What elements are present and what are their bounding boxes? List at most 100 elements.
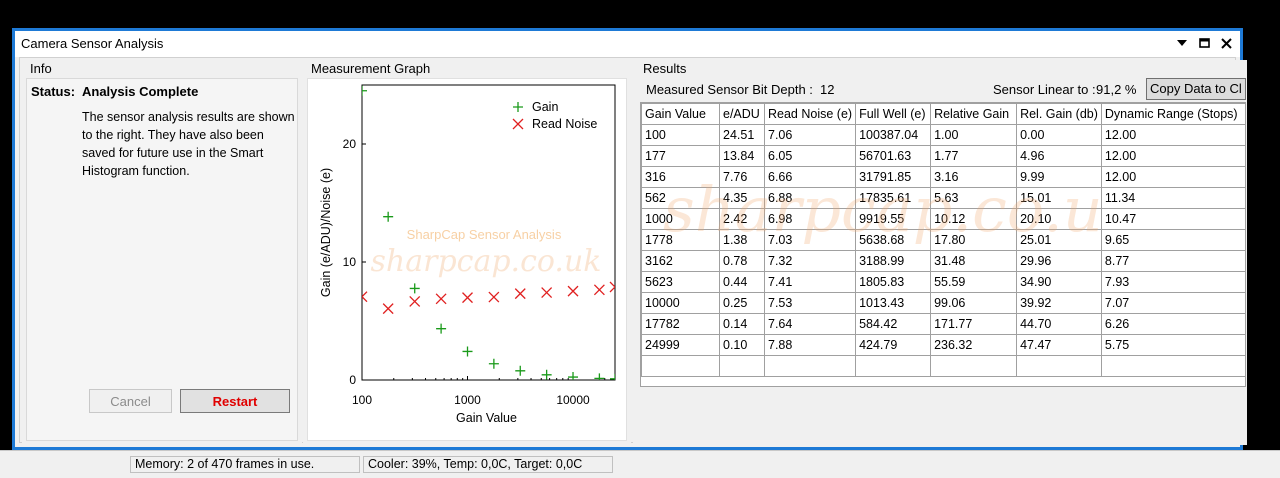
table-cell: 34.90 [1016,271,1102,293]
table-cell: 0.44 [719,271,765,293]
table-cell: 4.96 [1016,145,1102,167]
read-noise-point [462,292,473,304]
table-row[interactable]: 100 24.51 7.06 100387.04 1.00 0.00 12.00 [641,124,1245,146]
table-cell: 7.32 [763,250,857,272]
cancel-button[interactable]: Cancel [89,389,172,413]
table-cell: 7.53 [763,292,857,314]
table-cell: 29.96 [1016,250,1102,272]
y-tick-label: 10 [343,255,357,269]
legend-marker [512,118,524,130]
table-cell: 13.84 [719,145,765,167]
close-icon[interactable] [1218,34,1234,52]
table-cell: 171.77 [930,313,1018,335]
read-noise-point [514,288,526,300]
table-cell: 1.00 [930,124,1018,146]
y-tick-label: 20 [343,137,357,151]
chevron-down-icon[interactable] [1174,34,1190,52]
status-label: Status: [31,84,76,99]
table-cell: 0.14 [719,313,765,335]
table-row[interactable] [641,355,1245,377]
table-cell: 56701.63 [855,145,932,167]
status-value: Analysis Complete [82,84,199,99]
table-row[interactable]: 177 13.84 6.05 56701.63 1.77 4.96 12.00 [641,145,1245,167]
table-cell [1016,355,1102,377]
table-cell: 31.48 [930,250,1018,272]
table-cell: 39.92 [1016,292,1102,314]
maximize-icon[interactable] [1196,34,1212,52]
gain-point [462,346,473,357]
gain-point [541,369,552,380]
column-header[interactable]: Relative Gain [930,103,1018,125]
results-group-title: Results [643,61,687,76]
linear-label: Sensor Linear to : [993,82,1096,97]
graph-panel: SharpCap Sensor Analysis sharpcap.co.uk 0 1… [307,78,627,441]
read-noise-point [435,293,447,305]
table-cell: 8.77 [1100,250,1245,272]
x-tick-label: 1000 [454,393,481,407]
measurement-chart: SharpCap Sensor Analysis sharpcap.co.uk 0 1… [319,84,616,425]
table-row[interactable]: 17782 0.14 7.64 584.42 171.77 44.70 6.26 [641,313,1245,335]
graph-group: Measurement Graph SharpCap Sensor Analys… [303,60,631,445]
table-cell: 7.07 [1100,292,1245,314]
y-axis-label: Gain (e/ADU)/Noise (e) [319,168,333,297]
title-bar: Camera Sensor Analysis [15,31,1240,57]
gain-point [488,358,499,369]
table-cell [763,355,857,377]
info-group: Info Status: Analysis Complete The senso… [22,60,302,445]
table-cell: 3162 [641,250,720,272]
table-row[interactable]: 1778 1.38 7.03 5638.68 17.80 25.01 9.65 [641,229,1245,251]
table-cell: 99.06 [930,292,1018,314]
background-bar [0,0,1280,27]
column-header[interactable]: e/ADU [719,103,765,125]
gain-point [436,323,447,334]
info-group-title: Info [30,61,52,76]
gain-point [362,85,367,96]
copy-data-button[interactable]: Copy Data to Cl [1146,78,1246,100]
x-axis-label: Gain Value [456,411,517,425]
table-cell [930,355,1018,377]
table-cell: 1805.83 [855,271,932,293]
y-tick-label: 0 [349,373,356,387]
gain-point [515,365,526,376]
gain-point [383,211,394,222]
graph-watermark-title: SharpCap Sensor Analysis [407,227,562,242]
table-cell: 0.10 [719,334,765,356]
table-cell: 316 [641,166,720,188]
table-cell: 17.80 [930,229,1018,251]
column-header[interactable]: Dynamic Range (Stops) [1100,103,1245,125]
info-description: The sensor analysis results are shown to… [82,110,295,178]
restart-button[interactable]: Restart [180,389,290,413]
table-cell: 17835.61 [855,187,932,209]
table-cell: 24999 [641,334,720,356]
table-cell: 5638.68 [855,229,932,251]
column-header[interactable]: Read Noise (e) [763,103,857,125]
table-row[interactable]: 24999 0.10 7.88 424.79 236.32 47.47 5.75 [641,334,1245,356]
table-cell: 10.47 [1100,208,1245,230]
table-cell: 55.59 [930,271,1018,293]
column-header[interactable]: Rel. Gain (db) [1016,103,1102,125]
x-tick-label: 100 [352,393,372,407]
results-table: Gain Value e/ADU Read Noise (e) Full Well (… [641,103,1245,377]
table-row[interactable]: 3162 0.78 7.32 3188.99 31.48 29.96 8.77 [641,250,1245,272]
table-row[interactable]: 316 7.76 6.66 31791.85 3.16 9.99 12.00 [641,166,1245,188]
table-cell: 7.76 [719,166,765,188]
column-header[interactable]: Full Well (e) [855,103,932,125]
table-cell: 17782 [641,313,720,335]
table-row[interactable]: 10000 0.25 7.53 1013.43 99.06 39.92 7.07 [641,292,1245,314]
column-header[interactable]: Gain Value [641,103,720,125]
info-panel: Status: Analysis Complete The sensor ana… [26,78,298,441]
legend-label: Read Noise [532,117,597,131]
table-row[interactable]: 5623 0.44 7.41 1805.83 55.59 34.90 7.93 [641,271,1245,293]
table-cell: 1000 [641,208,720,230]
results-group: Results Measured Sensor Bit Depth : 12 S… [633,60,1247,445]
table-cell: 10000 [641,292,720,314]
table-cell [1100,355,1245,377]
table-cell [855,355,932,377]
table-cell [719,355,765,377]
table-cell: 0.00 [1016,124,1102,146]
table-cell [641,355,720,377]
legend-label: Gain [532,100,558,114]
gain-point [610,373,615,380]
table-cell: 7.41 [763,271,857,293]
cooler-status: Cooler: 39%, Temp: 0,0C, Target: 0,0C [363,456,613,473]
